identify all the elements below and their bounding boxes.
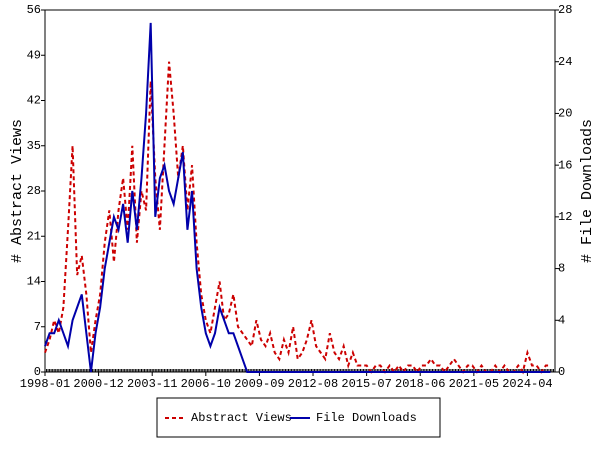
legend <box>156 397 441 438</box>
x-tick-label: 2024-04 <box>502 377 552 391</box>
legend-label: Abstract Views <box>191 411 292 425</box>
y-axis-label: # Abstract Views <box>9 119 26 263</box>
y-tick-label: 49 <box>27 48 41 62</box>
x-tick-label: 2012-08 <box>288 377 338 391</box>
series-line <box>44 22 551 373</box>
y2-tick-label: 12 <box>558 210 572 224</box>
series-line <box>44 61 551 375</box>
y-tick-label: 7 <box>34 320 41 334</box>
y2-tick-label: 4 <box>558 313 565 327</box>
y2-tick-label: 0 <box>558 365 565 379</box>
legend-label: File Downloads <box>316 411 417 425</box>
y-tick-label: 21 <box>27 229 41 243</box>
y-tick-label: 35 <box>27 139 41 153</box>
x-tick-label: 2021-05 <box>449 377 499 391</box>
y2-tick-label: 20 <box>558 107 572 121</box>
y-tick-label: 28 <box>27 184 41 198</box>
x-tick-label: 2006-10 <box>181 377 231 391</box>
y-tick-label: 42 <box>27 94 41 108</box>
y-tick-label: 56 <box>27 3 41 17</box>
x-tick-label: 2009-09 <box>234 377 284 391</box>
y2-tick-label: 16 <box>558 158 572 172</box>
x-tick-label: 2015-07 <box>341 377 391 391</box>
y2-tick-label: 24 <box>558 55 572 69</box>
x-tick-label: 1998-01 <box>20 377 70 391</box>
y2-tick-label: 8 <box>558 262 565 276</box>
y-tick-label: 0 <box>34 365 41 379</box>
x-tick-label: 2000-12 <box>73 377 123 391</box>
y2-tick-label: 28 <box>558 3 572 17</box>
y2-axis-label: # File Downloads <box>579 119 596 263</box>
x-tick-label: 2018-06 <box>395 377 445 391</box>
x-tick-label: 2003-11 <box>127 377 177 391</box>
y-tick-label: 14 <box>27 275 41 289</box>
